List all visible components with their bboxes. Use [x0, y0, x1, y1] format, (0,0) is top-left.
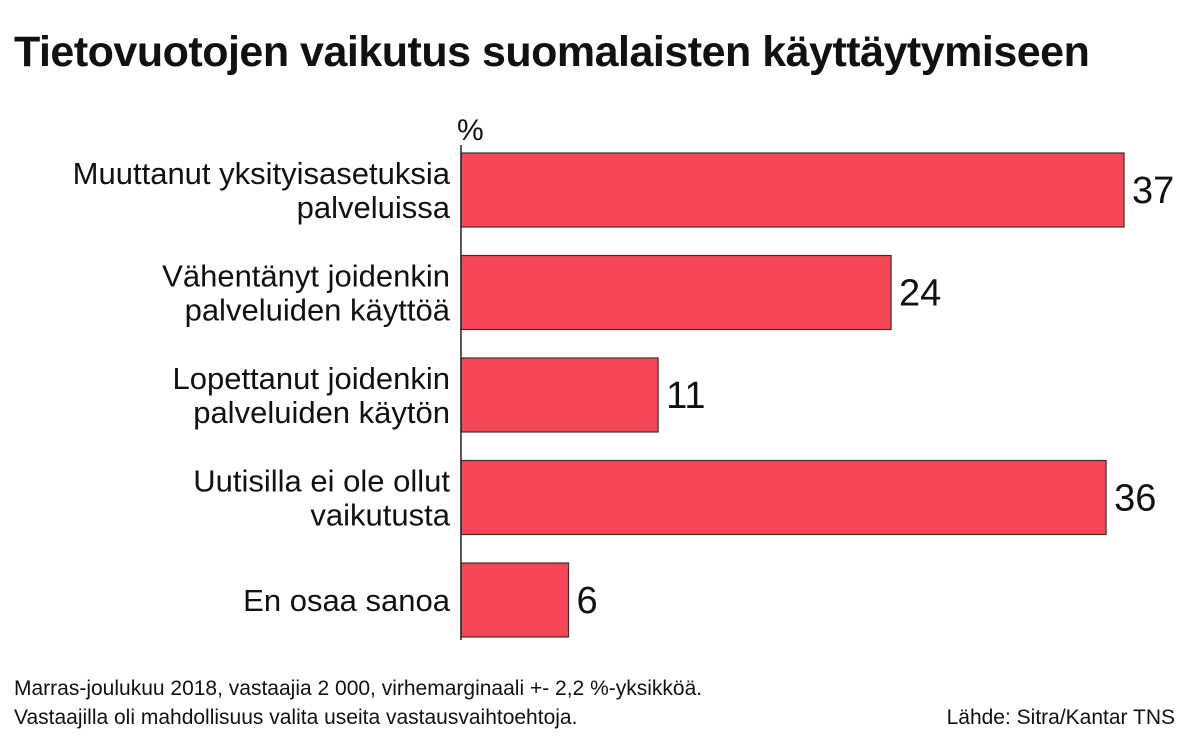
category-label: Muuttanut yksityisasetuksia palveluissa	[73, 156, 451, 225]
footnote-line-2: Vastaajilla oli mahdollisuus valita usei…	[14, 706, 578, 729]
bar	[460, 254, 892, 331]
value-label: 37	[1132, 170, 1174, 212]
category-label: Vähentänyt joidenkin palveluiden käyttöä	[162, 259, 451, 328]
bars-group	[460, 152, 1125, 638]
category-labels-group: Muuttanut yksityisasetuksia palveluissa Vä…	[73, 156, 451, 618]
value-label: 36	[1114, 478, 1156, 520]
chart-title: Tietovuotojen vaikutus suomalaisten käyt…	[14, 28, 1090, 76]
bar	[460, 562, 570, 638]
category-label: Lopettanut joidenkin palveluiden käytön	[172, 361, 450, 430]
category-label: Uutisilla ei ole ollut vaikutusta	[193, 464, 450, 533]
bar	[460, 152, 1125, 228]
bar	[460, 357, 659, 433]
bar	[460, 459, 1107, 536]
unit-label: %	[457, 114, 484, 147]
source-note: Lähde: Sitra/Kantar TNS	[946, 706, 1175, 729]
value-labels-group: 37 24 11 36 6	[577, 170, 1175, 622]
category-label: En osaa sanoa	[243, 583, 451, 618]
footnote-line-1: Marras-joulukuu 2018, vastaajia 2 000, v…	[14, 677, 703, 700]
value-label: 6	[577, 580, 598, 622]
value-label: 24	[899, 273, 941, 315]
value-label: 11	[666, 375, 705, 417]
